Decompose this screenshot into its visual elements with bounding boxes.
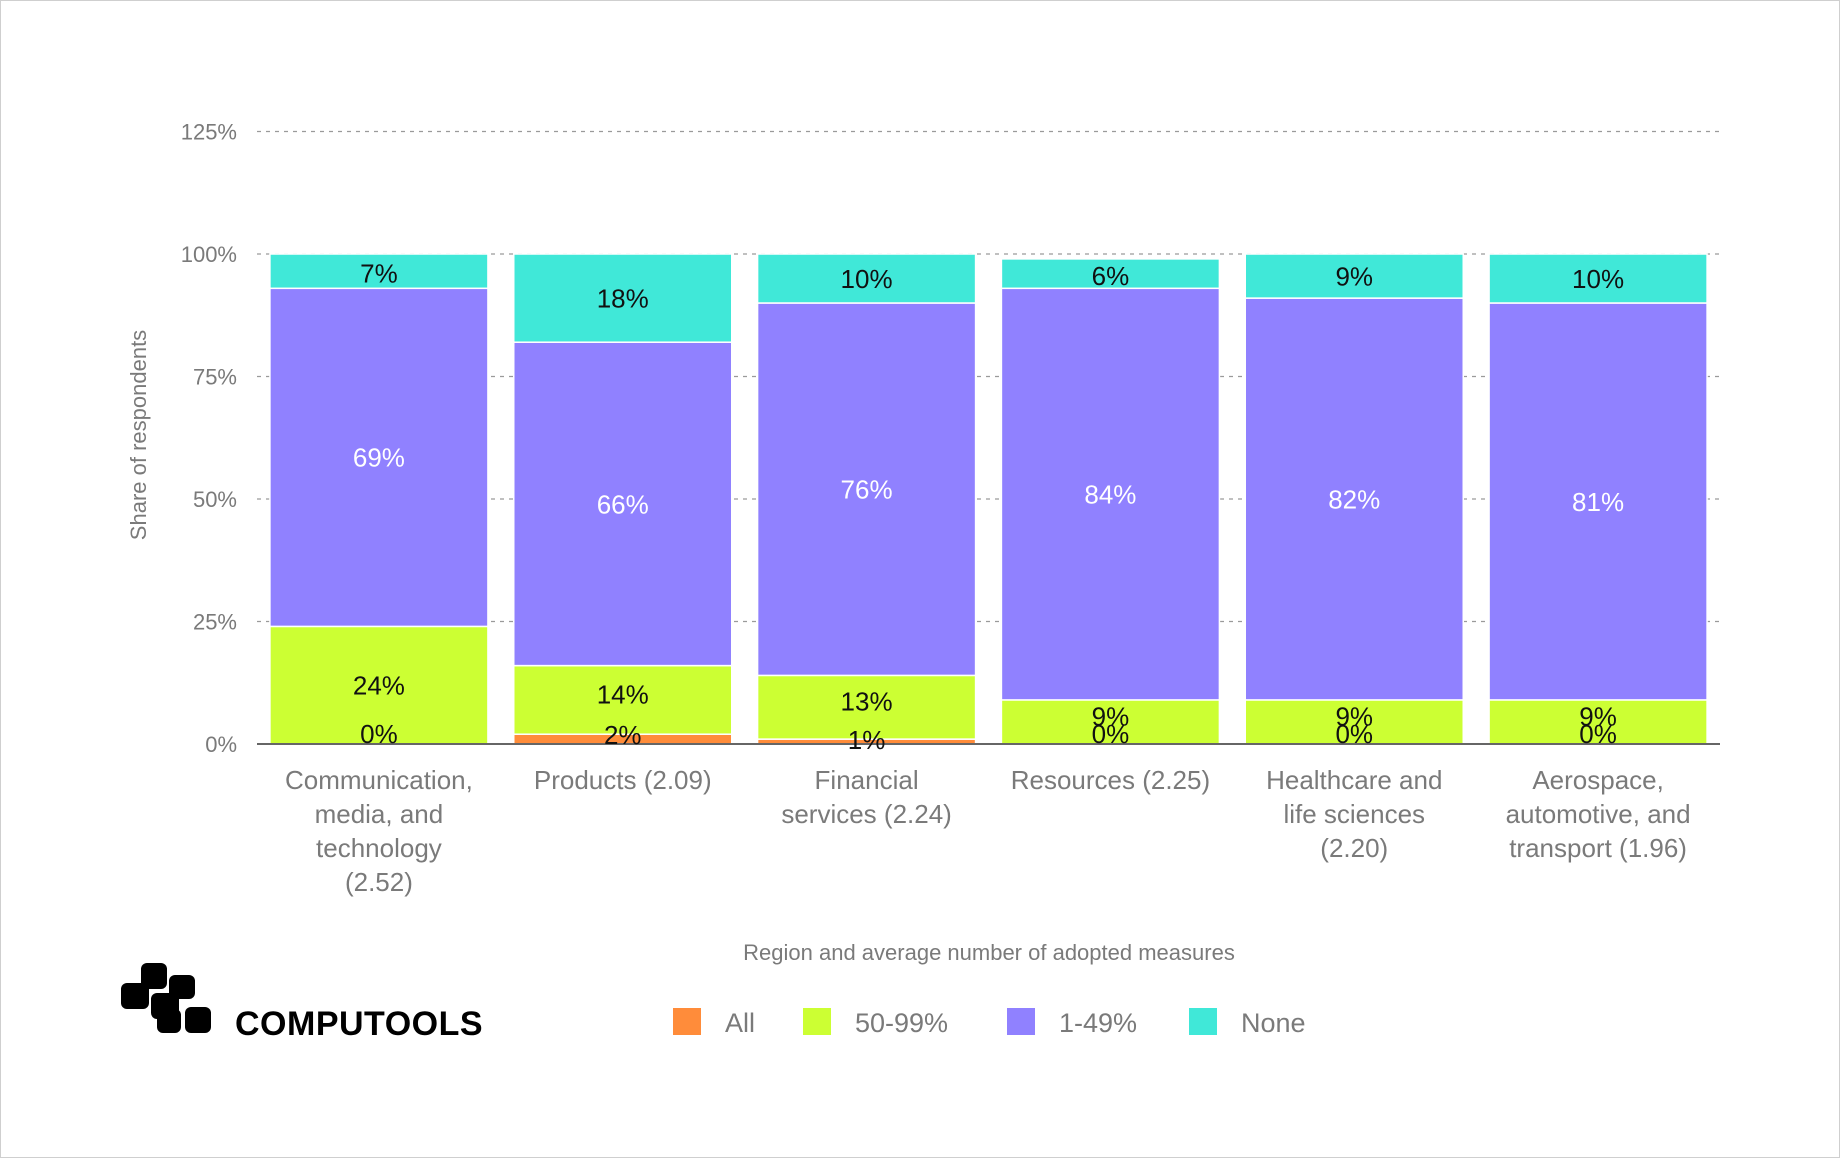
data-label: 9% (1579, 701, 1617, 731)
y-axis-ticks: 0% 25% 50% 75% 100% 125% (181, 120, 237, 758)
x-tick-label: Aerospace, automotive, and transport (1.96… (1506, 765, 1691, 863)
bar-segment-none (513, 253, 733, 343)
bar-segment-none (1488, 253, 1708, 304)
y-tick-label: 50% (193, 487, 237, 512)
x-axis-label: Region and average number of adopted mea… (743, 940, 1235, 965)
data-label: 10% (1572, 264, 1624, 294)
gridlines (257, 130, 1720, 623)
y-tick-label: 125% (181, 120, 237, 145)
legend: All 50-99% 1-49% None (673, 1008, 1306, 1038)
data-label: 9% (1335, 701, 1373, 731)
bars (269, 253, 1708, 745)
data-label: 84% (1084, 479, 1136, 509)
legend-label: None (1241, 1008, 1306, 1038)
data-labels: 0%24%69%7%2%14%66%18%1%13%76%10%0%9%84%6… (353, 259, 1624, 756)
bar-segment-none (1000, 258, 1221, 290)
x-tick-label: Products (2.09) (534, 765, 712, 795)
data-label: 9% (1335, 261, 1373, 291)
legend-swatch (1189, 1008, 1217, 1035)
data-label: 82% (1328, 484, 1380, 514)
y-tick-label: 0% (205, 732, 237, 757)
x-tick-label: Financial services (2.24) (781, 765, 952, 829)
bar-segment-50-99- (269, 625, 489, 745)
data-label: 69% (353, 443, 405, 473)
bar-segment-none (756, 253, 977, 304)
data-label: 76% (841, 475, 893, 505)
x-axis-category-labels: Communication, media, and technology (2.52)… (285, 765, 1691, 897)
data-label: 66% (597, 489, 649, 519)
y-tick-label: 100% (181, 242, 237, 267)
computools-logo: COMPUTOOLS (121, 963, 483, 1043)
legend-label: 1-49% (1059, 1008, 1137, 1038)
data-label: 0% (1579, 719, 1617, 749)
legend-swatch (803, 1008, 831, 1035)
bar-segment-1-49- (1000, 287, 1221, 701)
data-label: 6% (1092, 261, 1130, 291)
legend-label: 50-99% (855, 1008, 948, 1038)
data-label: 2% (604, 720, 642, 750)
data-label: 7% (360, 259, 398, 289)
y-tick-label: 25% (193, 610, 237, 635)
data-label: 24% (353, 671, 405, 701)
x-tick-label: Resources (2.25) (1011, 765, 1210, 795)
y-tick-label: 75% (193, 365, 237, 390)
x-tick-label: Healthcare and life sciences (2.20) (1266, 765, 1442, 863)
computools-logo-mark (121, 963, 211, 1033)
bar-segment-1-49- (513, 341, 733, 667)
data-label: 13% (841, 687, 893, 717)
legend-swatch (1007, 1008, 1035, 1035)
bar-segment-50-99- (1488, 699, 1708, 745)
data-label: 0% (1335, 719, 1373, 749)
data-label: 9% (1092, 701, 1130, 731)
legend-label: All (725, 1008, 755, 1038)
data-label: 0% (1092, 719, 1130, 749)
bar-segment-1-49- (1488, 302, 1708, 701)
data-label: 0% (360, 719, 398, 749)
y-axis-label: Share of respondents (126, 330, 151, 540)
data-label: 1% (848, 725, 886, 755)
bar-segment-none (269, 253, 489, 290)
bar-segment-1-49- (756, 302, 977, 677)
x-tick-label: Communication, media, and technology (2.52) (285, 765, 473, 897)
data-label: 81% (1572, 487, 1624, 517)
bar-segment-1-49- (269, 287, 489, 628)
bar-segment-50-99- (1244, 699, 1464, 745)
data-label: 14% (597, 679, 649, 709)
legend-swatch (673, 1008, 701, 1035)
data-label: 10% (841, 264, 893, 294)
bar-segment-1-49- (1244, 297, 1464, 701)
bar-segment-none (1244, 253, 1464, 299)
data-label: 18% (597, 283, 649, 313)
brand-name: COMPUTOOLS (235, 1005, 483, 1043)
